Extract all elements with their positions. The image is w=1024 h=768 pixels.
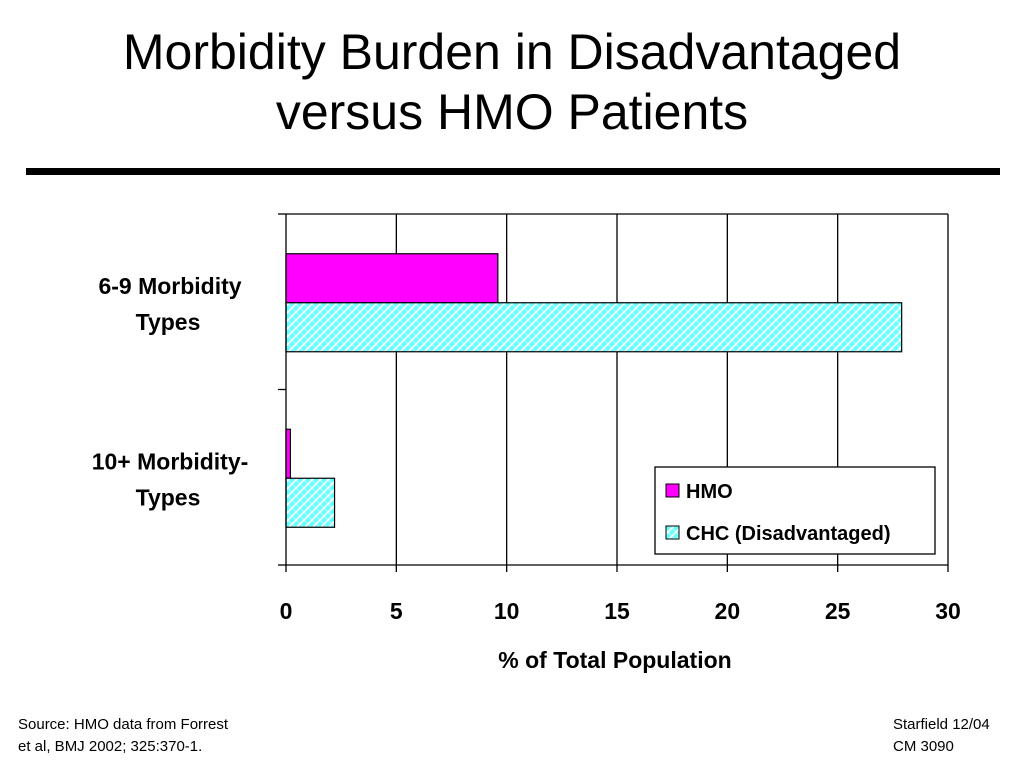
bar-chc — [285, 302, 903, 353]
legend-label: HMO — [686, 481, 733, 503]
title-line-1: Morbidity Burden in Disadvantaged — [122, 24, 902, 80]
legend-swatch — [665, 483, 680, 498]
y-category-label-line-2: Types — [136, 484, 201, 510]
source-note: Source: HMO data from Forrest et al, BMJ… — [18, 714, 228, 758]
legend-label: CHC (Disadvantaged) — [686, 523, 890, 545]
x-tick-label: 15 — [604, 598, 630, 624]
credit-line-1: Starfield 12/04 — [893, 716, 990, 733]
x-tick-label: 0 — [280, 598, 293, 624]
legend-box — [654, 466, 936, 555]
y-category-label-line-1: 10+ Morbidity- — [92, 448, 249, 474]
x-axis-title: % of Total Population — [498, 647, 731, 673]
source-line-1: Source: HMO data from Forrest — [18, 716, 229, 733]
y-category-label-line-1: 6-9 Morbidity — [98, 273, 241, 299]
bar-hmo — [285, 253, 499, 304]
bar-chc — [285, 477, 336, 528]
bar-hmo — [285, 428, 292, 479]
source-line-2: et al, BMJ 2002; 325:370-1. — [18, 738, 203, 755]
title-line-2: versus HMO Patients — [275, 84, 749, 140]
x-tick-label: 25 — [825, 598, 851, 624]
x-tick-label: 5 — [390, 598, 403, 624]
bar-chart: 0 5 10 15 20 25 30 6-9 Morbidity Types 10+ Morbid… — [92, 213, 961, 673]
credit-note: Starfield 12/04 CM 3090 — [893, 714, 990, 758]
y-category-label-line-2: Types — [136, 309, 201, 335]
legend-swatch — [665, 525, 680, 540]
x-tick-label: 30 — [935, 598, 961, 624]
credit-line-2: CM 3090 — [893, 738, 954, 755]
title-divider — [26, 168, 1000, 175]
x-tick-label: 10 — [494, 598, 520, 624]
x-tick-label: 20 — [715, 598, 741, 624]
slide-title: Morbidity Burden in Disadvantaged versus… — [0, 22, 1024, 142]
